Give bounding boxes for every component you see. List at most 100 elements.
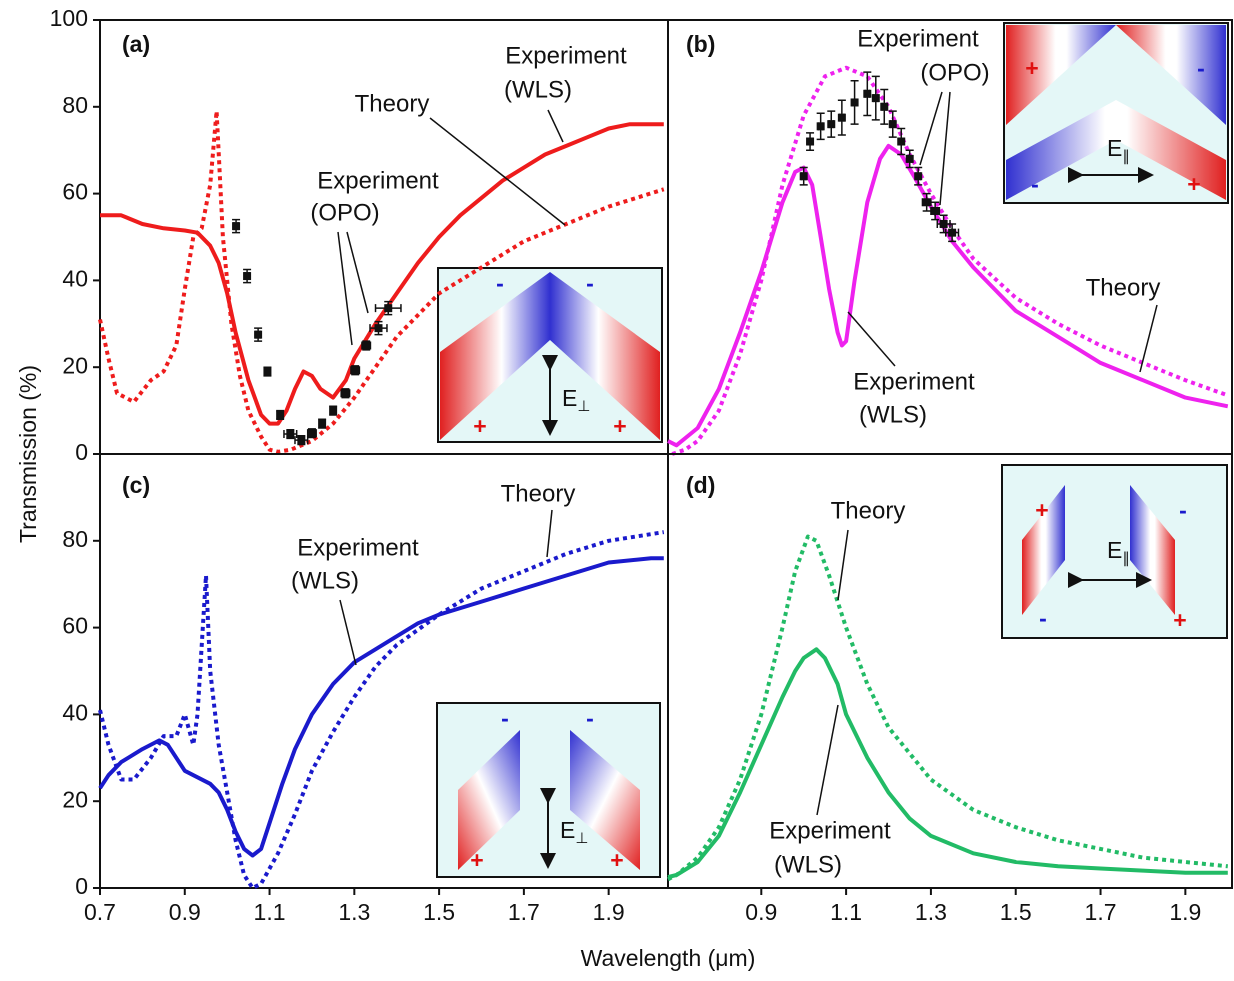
data-point xyxy=(254,330,263,339)
field-subscript: ∥ xyxy=(1122,148,1130,165)
data-point xyxy=(276,410,285,419)
y-tick-label: 80 xyxy=(62,92,88,118)
field-symbol: E xyxy=(1107,537,1122,563)
theory-line xyxy=(98,530,665,890)
x-tick-label: 0.7 xyxy=(84,899,116,925)
data-point xyxy=(318,419,327,428)
data-point xyxy=(939,219,948,228)
y-tick-label: 60 xyxy=(62,613,88,639)
annotation: (WLS) xyxy=(291,567,359,594)
charge-label: - xyxy=(586,705,594,731)
data-point xyxy=(816,122,825,131)
y-tick-label: 80 xyxy=(62,526,88,552)
y-tick-label: 20 xyxy=(62,352,88,378)
x-tick-label: 0.9 xyxy=(169,899,201,925)
y-tick-label: 100 xyxy=(50,5,88,31)
panel-frame xyxy=(667,453,1233,889)
annotation-leader xyxy=(939,91,951,206)
data-point xyxy=(880,102,889,111)
annotation-leader xyxy=(546,509,553,558)
panel: 0 20 40 60 80 0.7 0.9 1.1 1.3 1.5 1.7 1.9 (c) - - + + E⊥ T… xyxy=(62,453,669,925)
charge-label: - xyxy=(1197,55,1205,81)
data-point xyxy=(871,94,880,103)
annotation: Experiment xyxy=(505,42,627,69)
x-axis-label: Wavelength (μm) xyxy=(581,945,756,971)
theory-line xyxy=(671,65,1229,456)
inset-shape xyxy=(1006,100,1226,200)
charge-label: + xyxy=(610,847,623,873)
charge-label: + xyxy=(470,847,483,873)
panel-label: (b) xyxy=(686,31,715,57)
annotation: Experiment xyxy=(853,368,975,395)
data-point xyxy=(307,429,316,438)
data-point xyxy=(362,341,371,350)
x-tick-label: 1.1 xyxy=(830,899,862,925)
inset: + - - + E∥ xyxy=(1001,464,1228,639)
data-point xyxy=(863,89,872,98)
x-tick-label: 1.3 xyxy=(338,899,370,925)
y-tick-label: 20 xyxy=(62,786,88,812)
annotation: Theory xyxy=(501,480,576,507)
data-point xyxy=(850,98,859,107)
data-point xyxy=(922,198,931,207)
x-tick-label: 1.1 xyxy=(254,899,286,925)
annotation: Experiment xyxy=(857,25,979,52)
y-tick-label: 60 xyxy=(62,179,88,205)
annotation-leader xyxy=(547,109,564,143)
charge-label: + xyxy=(1035,497,1048,523)
data-point xyxy=(263,367,272,376)
inset: - - + + E⊥ xyxy=(436,702,661,878)
charge-label: + xyxy=(473,413,486,439)
annotation: Theory xyxy=(831,497,906,524)
panel: (b) + - - + E∥ Experiment (OPO) Theory Experiment… xyxy=(667,19,1233,456)
field-subscript: ⊥ xyxy=(575,830,588,847)
inset-shape xyxy=(1116,25,1226,125)
charge-label: - xyxy=(1039,605,1047,631)
charge-label: + xyxy=(1187,171,1200,197)
x-tick-label: 1.9 xyxy=(593,899,625,925)
annotation-leader xyxy=(429,117,566,226)
charge-label: + xyxy=(1173,607,1186,633)
x-tick-label: 1.7 xyxy=(1085,899,1117,925)
inset-shape xyxy=(1022,485,1065,615)
panel: 0 20 40 60 80 100 (a) - - + + E⊥ Experiment (WLS) Theo… xyxy=(50,5,669,465)
annotation-leader xyxy=(337,231,353,346)
charge-label: - xyxy=(501,705,509,731)
annotation: (WLS) xyxy=(774,851,842,878)
data-point xyxy=(827,120,836,129)
inset-shape xyxy=(570,730,640,870)
annotation-leader xyxy=(339,599,357,666)
annotation-leader xyxy=(346,231,369,314)
annotation: Theory xyxy=(355,90,430,117)
data-point xyxy=(286,430,295,439)
x-tick-label: 1.5 xyxy=(1000,899,1032,925)
experiment-line xyxy=(667,647,1228,880)
annotation-leader xyxy=(847,311,896,367)
data-point xyxy=(351,366,360,375)
theory-line xyxy=(667,534,1229,882)
data-point xyxy=(243,272,252,281)
y-tick-label: 0 xyxy=(75,873,88,899)
field-label: E⊥ xyxy=(562,385,590,415)
charge-label: - xyxy=(586,270,594,296)
x-tick-label: 1.5 xyxy=(423,899,455,925)
y-axis-label: Transmission (%) xyxy=(15,365,41,543)
y-tick-label: 40 xyxy=(62,265,88,291)
data-point xyxy=(297,436,306,445)
data-point xyxy=(341,389,350,398)
data-point xyxy=(948,228,957,237)
annotation: (WLS) xyxy=(504,76,572,103)
data-point xyxy=(384,304,393,313)
data-point xyxy=(232,222,241,231)
annotation: (OPO) xyxy=(920,59,989,86)
x-tick-label: 0.9 xyxy=(745,899,777,925)
field-symbol: E xyxy=(560,817,575,843)
charge-label: + xyxy=(1025,55,1038,81)
annotation-leader xyxy=(1139,304,1158,373)
field-symbol: E xyxy=(562,385,577,411)
experiment-line xyxy=(98,556,664,858)
charge-label: - xyxy=(1031,171,1039,197)
data-point xyxy=(888,120,897,129)
field-label: E∥ xyxy=(1107,135,1130,165)
